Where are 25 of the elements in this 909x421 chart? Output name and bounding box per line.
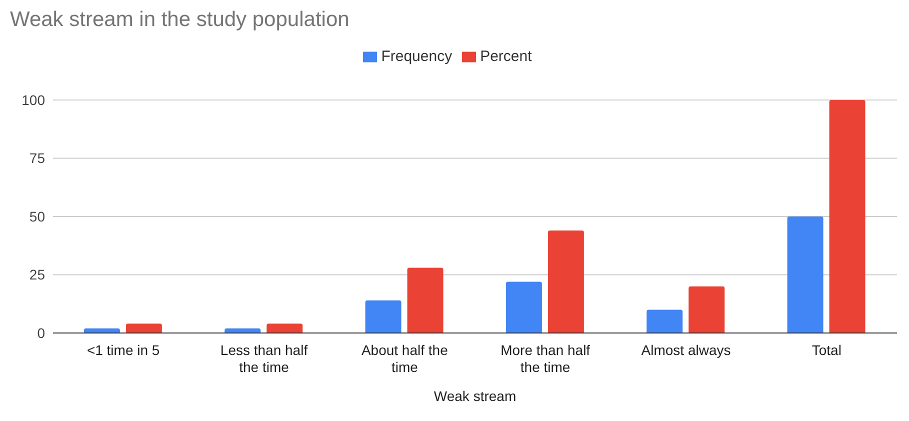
chart-title: Weak stream in the study population <box>10 8 350 32</box>
x-tick-label: More than half the time <box>500 342 590 375</box>
bar <box>126 324 162 333</box>
bar <box>787 216 824 333</box>
x-tick-label: Almost always <box>641 342 731 358</box>
legend-label: Percent <box>480 48 532 65</box>
y-tick-label: 0 <box>37 324 46 341</box>
bar <box>506 282 542 333</box>
bar <box>646 310 683 333</box>
x-tick-label: About half the time <box>361 342 448 375</box>
bar <box>688 286 725 333</box>
y-tick-label: 50 <box>29 208 46 224</box>
x-tick-label: Less than half the time <box>220 342 308 375</box>
y-tick-label: 75 <box>29 150 46 166</box>
y-tick-label: 25 <box>29 266 46 283</box>
y-tick-label: 100 <box>22 92 46 108</box>
bar <box>266 324 303 333</box>
x-axis-title: Weak stream <box>434 388 516 404</box>
x-tick-label: Total <box>812 342 842 358</box>
bar <box>365 300 402 333</box>
bar <box>548 230 584 333</box>
x-tick-label: <1 time in 5 <box>86 342 160 358</box>
bar <box>407 268 444 333</box>
legend-label: Frequency <box>381 48 452 65</box>
bar <box>829 100 866 333</box>
